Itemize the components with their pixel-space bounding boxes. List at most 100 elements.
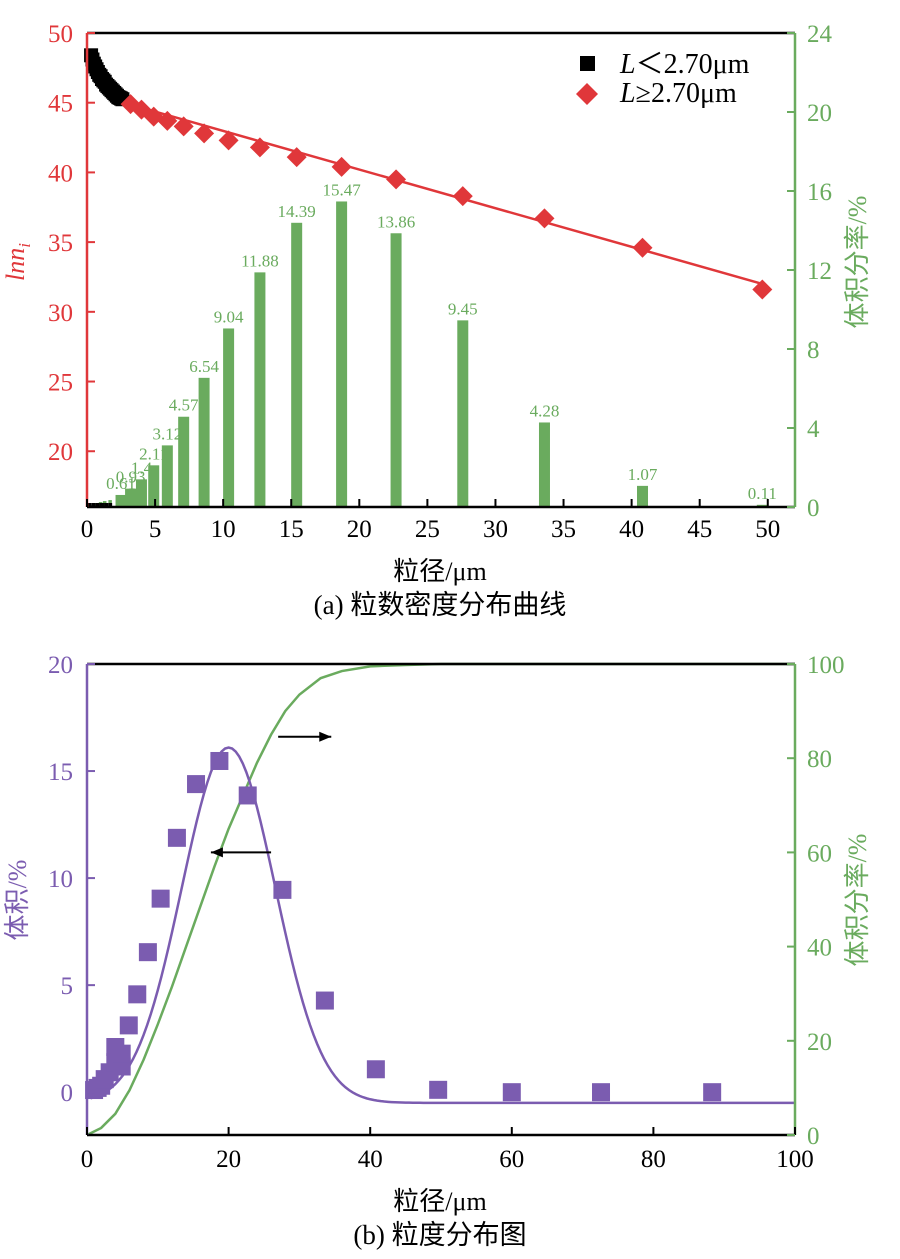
data-point [366,1060,385,1079]
legend-label-small: L＜2.70μm [619,49,750,80]
baseline-dot [108,503,113,507]
bar [457,320,469,507]
y-left-tick-label: 50 [48,21,73,48]
bar-value-label: 11.88 [241,251,279,270]
point-large [632,237,653,258]
x-tick-label: 20 [216,1146,241,1173]
legend-marker-square [580,56,595,71]
data-point [112,1044,131,1063]
bar [125,488,137,507]
x-tick-label: 100 [776,1146,814,1173]
bar-value-label: 14.39 [278,202,316,221]
bar [336,201,348,507]
point-large [173,116,194,137]
y-right-tick-label: 24 [807,21,833,48]
arrow-head [319,731,332,742]
data-point [167,828,186,847]
data-point [429,1080,448,1099]
bar-value-label: 4.28 [530,401,560,420]
bar-value-label: 4.57 [169,396,199,415]
bar [198,377,210,507]
b-xlabel: 粒径/μm [393,1187,486,1216]
baseline-dot [99,503,104,507]
bar [637,485,649,507]
data-point [210,751,229,770]
y-left-tick-label: 10 [48,866,73,893]
x-tick-label: 0 [81,1146,94,1173]
baseline-dot [91,503,96,507]
y-right-tick-label: 0 [807,495,820,522]
data-point [592,1083,611,1102]
y-right-tick-label: 100 [807,652,845,679]
y-left-tick-label: 5 [61,973,74,1000]
x-tick-label: 45 [687,516,712,543]
legend-marker-diamond [576,83,598,105]
data-point [315,991,334,1010]
y-right-tick-label: 40 [807,935,832,962]
x-tick-label: 10 [211,516,236,543]
y-right-tick-label: 8 [807,337,820,364]
bar [115,494,127,507]
baseline-dot [104,503,109,507]
point-large [157,110,178,131]
bar-value-label: 15.47 [322,180,361,199]
a-bar-value-labels: 0.610.931.42.113.12 4.57 6.54 9.04 11.88 14.3… [106,180,777,502]
bar [148,465,160,507]
y-left-tick-label: 45 [48,91,73,118]
data-point [238,786,257,805]
x-tick-label: 30 [483,516,508,543]
b-cumulative-line [86,662,795,1137]
a-volume-bars [90,201,768,508]
chart-a: 0.610.931.42.113.12 4.57 6.54 9.04 11.88 14.3… [1,21,872,620]
a-scatter-points [84,48,773,507]
bar [161,445,173,507]
point-large [752,279,773,300]
y-right-tick-label: 4 [807,416,820,443]
y-left-tick-label: 0 [61,1080,74,1107]
fit-line [123,101,763,286]
y-right-tick-label: 80 [807,746,832,773]
x-tick-label: 0 [81,516,94,543]
y-right-tick-label: 20 [807,100,832,127]
bar-value-label: 3.12 [152,424,182,443]
bar-value-label: 13.86 [377,212,415,231]
y-left-tick-label: 40 [48,160,73,187]
x-tick-label: 80 [641,1146,666,1173]
point-large [331,156,352,177]
bar [178,416,190,507]
fit-curve [90,746,795,1105]
x-tick-label: 40 [619,516,644,543]
x-tick-label: 40 [358,1146,383,1173]
x-tick-label: 15 [279,516,304,543]
bar [291,222,303,508]
a-ylabel-right: 体积分率/% [843,196,872,329]
point-large [218,130,239,151]
point-large [534,208,555,229]
x-tick-label: 5 [149,516,162,543]
data-point [502,1083,521,1102]
point-large [194,123,215,144]
point-large [386,169,407,190]
data-point [119,1016,138,1035]
b-axes-frame [85,662,797,1137]
x-tick-label: 25 [415,516,440,543]
b-ylabel-left: 体积/% [3,860,32,941]
baseline-dot [87,503,92,507]
point-large [286,147,307,168]
arrow-head [210,847,223,858]
point-large [452,186,473,207]
cumulative-line [86,662,795,1137]
y-left-tick-label: 25 [48,370,73,397]
bar-value-label: 0.93 [116,468,146,487]
a-ylabel-left: lnni [1,243,34,281]
y-left-tick-label: 20 [48,652,73,679]
data-point [273,880,292,899]
y-right-tick-label: 12 [807,258,832,285]
data-point [703,1083,722,1102]
data-point [128,985,147,1004]
x-tick-label: 60 [499,1146,524,1173]
x-tick-label: 50 [755,516,780,543]
